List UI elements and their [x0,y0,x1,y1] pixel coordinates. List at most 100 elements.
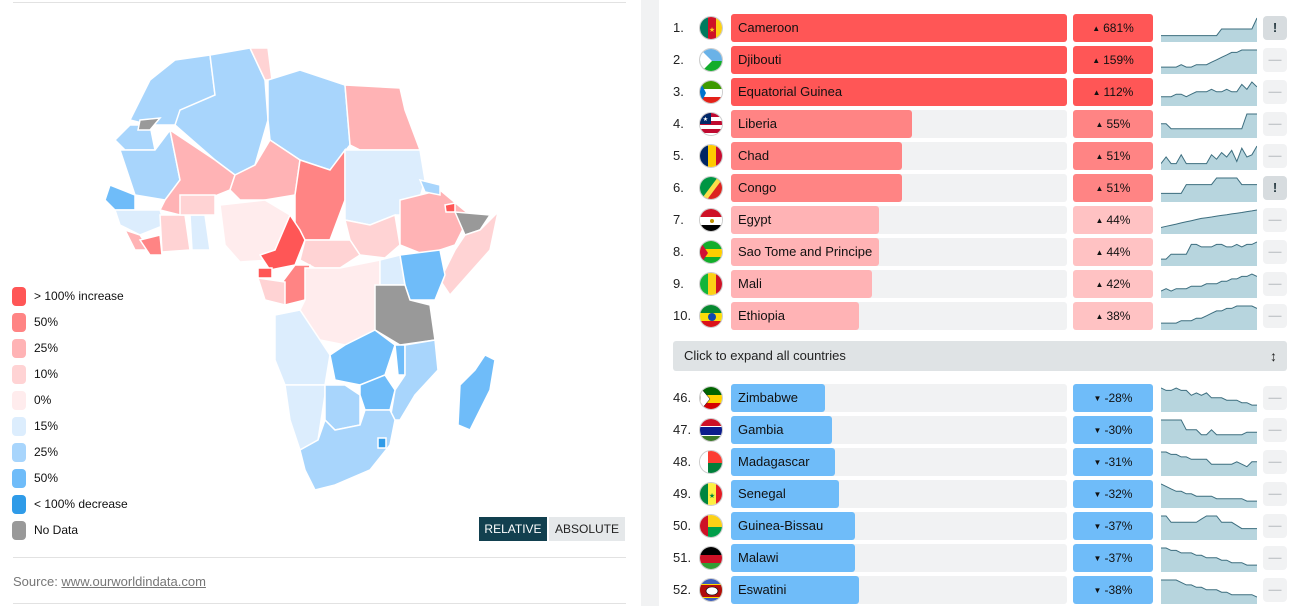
map-region-djibouti[interactable] [444,202,456,213]
dash-icon[interactable]: — [1263,48,1287,72]
country-row[interactable]: 2. Djibouti ▲ 159% — [659,46,1301,78]
country-name: Gambia [738,422,784,437]
country-name: Mali [738,276,762,291]
triangle-down-icon: ▼ [1093,522,1102,531]
map-region-gabon[interactable] [256,277,286,306]
country-bar [731,14,1067,42]
dash-icon[interactable]: — [1263,272,1287,296]
country-rank: 47. [673,422,692,437]
dash-icon[interactable]: — [1263,112,1287,136]
country-bar-track: Guinea-Bissau [731,512,1067,540]
country-row[interactable]: 50. Guinea-Bissau ▼ -37% — [659,512,1301,544]
country-row[interactable]: 7. Egypt ▲ 44% — [659,206,1301,238]
country-row[interactable]: 1. ★ Cameroon ▲ 681% ! [659,14,1301,46]
map-region-egypt[interactable] [344,84,422,151]
country-row[interactable]: 8. Sao Tome and Principe ▲ 44% — [659,238,1301,270]
change-value: -31% [1104,455,1133,469]
dash-icon[interactable]: — [1263,144,1287,168]
country-bar [731,78,1067,106]
dash-icon[interactable]: — [1263,578,1287,602]
country-rank: 52. [673,582,692,597]
country-name: Equatorial Guinea [738,84,843,99]
country-row[interactable]: 4. ★ Liberia ▲ 55% — [659,110,1301,142]
change-badge: ▼ -28% [1073,384,1153,412]
country-row[interactable]: 46. Zimbabwe ▼ -28% — [659,384,1301,416]
legend-label: > 100% increase [34,289,124,303]
alert-icon[interactable]: ! [1263,16,1287,40]
map-region-guinea[interactable] [113,209,166,236]
country-bar [731,512,855,540]
dash-icon[interactable]: — [1263,546,1287,570]
dash-icon[interactable]: — [1263,208,1287,232]
dash-icon[interactable]: — [1263,386,1287,410]
country-row[interactable]: 5. Chad ▲ 51% — [659,142,1301,174]
change-badge: ▲ 42% [1073,270,1153,298]
map-region-w-sahara-nd[interactable] [137,117,162,131]
map-region-mozambique[interactable] [389,339,439,421]
country-name: Sao Tome and Principe [738,244,873,259]
country-rank: 46. [673,390,692,405]
map-region-liberia[interactable] [138,234,163,256]
liberia-flag-icon: ★ [699,112,723,136]
map-region-botswana[interactable] [324,384,361,431]
change-value: 44% [1106,245,1131,259]
country-bar [731,46,1067,74]
country-rank: 1. [673,20,684,35]
country-row[interactable]: 6. Congo ▲ 51% ! [659,174,1301,206]
dash-icon[interactable]: — [1263,418,1287,442]
source-link[interactable]: www.ourworldindata.com [61,574,206,589]
country-name: Guinea-Bissau [738,518,824,533]
map-region-s-africa[interactable] [299,409,396,491]
relative-toggle-button[interactable]: RELATIVE [479,517,547,541]
country-row[interactable]: 52. Eswatini ▼ -38% — [659,576,1301,606]
country-row[interactable]: 48. Madagascar ▼ -31% — [659,448,1301,480]
map-region-eswatini[interactable] [377,437,387,449]
alert-icon[interactable]: ! [1263,176,1287,200]
country-row[interactable]: 3. Equatorial Guinea ▲ 112% — [659,78,1301,110]
trend-sparkline [1161,209,1257,234]
dash-icon[interactable]: — [1263,240,1287,264]
map-region-eq-guinea[interactable] [257,267,273,279]
country-bar-track: Gambia [731,416,1067,444]
map-region-burkina[interactable] [179,194,216,216]
country-bar-track: Liberia [731,110,1067,138]
dash-icon[interactable]: — [1263,450,1287,474]
map-region-senegal[interactable] [104,184,136,211]
map-region-ghana[interactable] [189,214,211,251]
absolute-toggle-button[interactable]: ABSOLUTE [549,517,625,541]
map-region-madagascar[interactable] [457,354,496,431]
country-row[interactable]: 51. Malawi ▼ -37% — [659,544,1301,576]
mali-flag-icon [699,272,723,296]
country-bar-track: Djibouti [731,46,1067,74]
country-bar [731,238,879,266]
map-region-zambia[interactable] [329,329,396,386]
country-row[interactable]: 47. Gambia ▼ -30% — [659,416,1301,448]
map-region-car[interactable] [299,239,362,269]
map-region-eritrea[interactable] [418,178,441,196]
legend-item: < 100% decrease [12,491,128,517]
country-row[interactable]: 10. Ethiopia ▲ 38% — [659,302,1301,334]
dash-icon[interactable]: — [1263,80,1287,104]
country-name: Malawi [738,550,779,565]
map-region-ivory[interactable] [159,214,191,253]
panel-divider [641,0,659,606]
map-region-cameroon[interactable] [258,213,306,271]
country-row[interactable]: 49. ★ Senegal ▼ -32% — [659,480,1301,512]
map-region-malawi[interactable] [394,344,406,376]
gambia-flag-icon [699,418,723,442]
legend-swatch [12,494,26,514]
dash-icon[interactable]: — [1263,514,1287,538]
expand-all-button[interactable]: Click to expand all countries ↕ [673,341,1287,371]
triangle-up-icon: ▲ [1095,120,1104,129]
updown-arrow-icon: ↕ [1270,348,1277,364]
zimbabwe-flag-icon [699,386,723,410]
equatorial-guinea-flag-icon [699,80,723,104]
map-region-somalia-s[interactable] [439,209,500,297]
country-row[interactable]: 9. Mali ▲ 42% — [659,270,1301,302]
legend-label: 50% [34,471,59,485]
legend-item: 50% [12,465,128,491]
dash-icon[interactable]: — [1263,304,1287,328]
dash-icon[interactable]: — [1263,482,1287,506]
country-rank: 8. [673,244,684,259]
map-region-angola[interactable] [274,309,331,386]
